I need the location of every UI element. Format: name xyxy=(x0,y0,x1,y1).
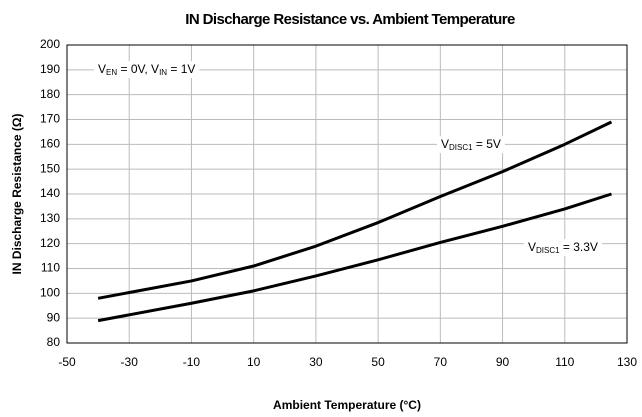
series-label-part: V xyxy=(528,240,536,254)
x-tick-label: -30 xyxy=(121,355,139,369)
series-label-part: DISC1 xyxy=(449,143,473,152)
series-label: VDISC1 = 5V xyxy=(441,137,501,152)
x-tick-label: 30 xyxy=(309,355,323,369)
series-label-part: V xyxy=(441,137,449,151)
annotation-part: = 1V xyxy=(167,62,195,76)
y-tick-label: 160 xyxy=(40,137,60,151)
series-line xyxy=(97,192,612,323)
y-tick-label: 120 xyxy=(40,236,60,250)
x-tick-label: 70 xyxy=(434,355,448,369)
series-line xyxy=(97,120,613,300)
series-label-part: = 3.3V xyxy=(560,240,598,254)
y-tick-label: 90 xyxy=(47,310,61,324)
y-tick-label: 100 xyxy=(40,286,60,300)
y-tick-label: 130 xyxy=(40,211,60,225)
annotation: VEN = 0V, VIN = 1V xyxy=(98,62,195,77)
annotation-background xyxy=(94,61,200,79)
y-tick-label: 170 xyxy=(40,112,60,126)
annotation-part: EN xyxy=(106,68,117,77)
series-label-part: DISC1 xyxy=(536,246,560,255)
y-axis-label: IN Discharge Resistance (Ω) xyxy=(10,113,24,274)
x-tick-label: 50 xyxy=(371,355,385,369)
annotation-part: V xyxy=(98,62,106,76)
y-tick-label: 110 xyxy=(41,261,60,275)
x-tick-label: 10 xyxy=(247,355,261,369)
x-tick-label: -50 xyxy=(58,355,76,369)
series-label-background xyxy=(437,136,505,154)
x-tick-label: -10 xyxy=(183,355,201,369)
y-tick-label: 150 xyxy=(40,161,60,175)
y-tick-label: 140 xyxy=(40,186,60,200)
x-tick-label: 110 xyxy=(555,355,574,369)
plot-border xyxy=(66,44,628,344)
series-label-part: = 5V xyxy=(473,137,501,151)
y-tick-label: 180 xyxy=(40,87,60,101)
x-tick-label: 90 xyxy=(496,355,510,369)
chart-title: IN Discharge Resistance vs. Ambient Temp… xyxy=(185,11,515,28)
annotation-part: IN xyxy=(159,68,167,77)
x-axis-label: Ambient Temperature (°C) xyxy=(273,398,421,412)
y-tick-label: 190 xyxy=(40,62,60,76)
annotation-part: = 0V, V xyxy=(117,62,159,76)
y-tick-label: 80 xyxy=(47,335,61,349)
series-label: VDISC1 = 3.3V xyxy=(528,240,598,255)
x-tick-label: 130 xyxy=(617,355,637,369)
series-label-background xyxy=(524,239,602,257)
y-tick-label: 200 xyxy=(40,37,60,51)
